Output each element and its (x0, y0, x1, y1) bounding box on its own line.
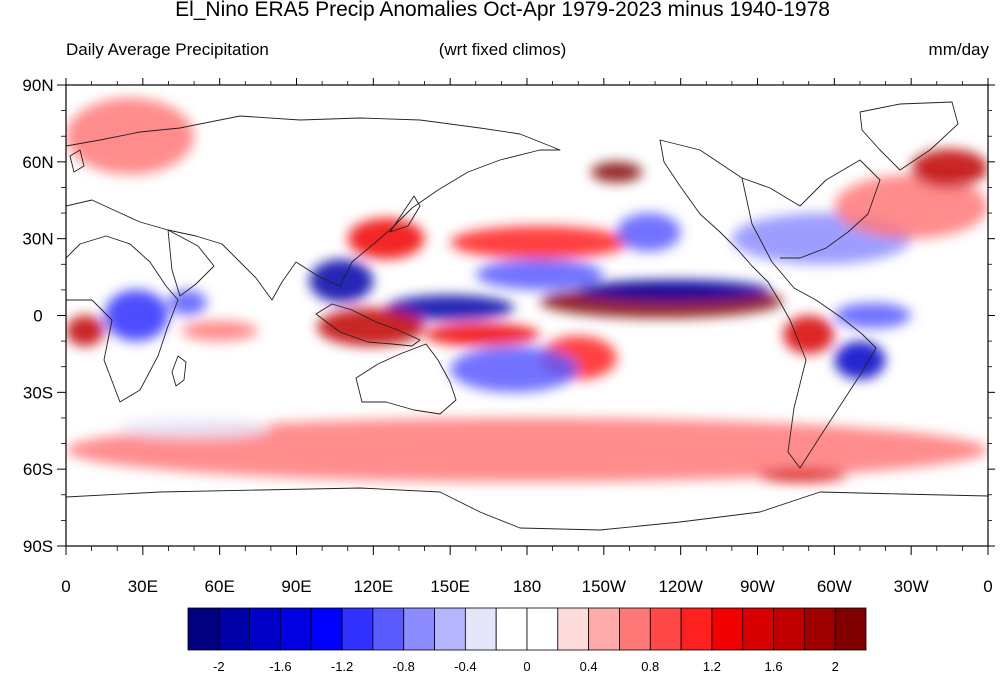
y-tick-label: 90S (23, 537, 53, 556)
coastline-greenland (859, 101, 959, 171)
coastline-eurasia (66, 115, 561, 301)
anomaly-region (616, 213, 681, 252)
chart-title: El_Nino ERA5 Precip Anomalies Oct-Apr 19… (175, 0, 830, 21)
anomaly-region (911, 149, 988, 188)
colorbar-swatch (680, 607, 713, 651)
y-tick-label: 0 (33, 307, 42, 326)
x-tick-label: 120W (658, 577, 702, 596)
x-tick-label: 90W (740, 577, 775, 596)
colorbar-label: 1.2 (703, 659, 721, 674)
y-tick-label: 30N (22, 230, 53, 249)
coastline-north-america-east (741, 159, 881, 259)
coastline-uk (69, 149, 85, 173)
anomaly-region (66, 417, 988, 482)
colorbar-swatch (711, 607, 744, 651)
anomaly-region (66, 315, 105, 347)
x-tick-label: 0 (983, 577, 992, 596)
colorbar-label: 0 (523, 659, 530, 674)
y-tick-label: 60S (23, 460, 53, 479)
y-tick-label: 60N (22, 153, 53, 172)
anomaly-region (450, 346, 579, 393)
colorbar-label: -0.4 (454, 659, 476, 674)
coastline-americas (659, 139, 877, 469)
anomaly-region (424, 323, 540, 347)
colorbar-swatch (187, 607, 220, 651)
colorbar-label: -2 (213, 659, 225, 674)
colorbar-swatch (834, 607, 867, 651)
colorbar-label: -1.2 (331, 659, 353, 674)
colorbar-label: 0.4 (580, 659, 598, 674)
anomaly-region (104, 289, 169, 342)
coastline-arabia (167, 229, 215, 297)
x-tick-label: 60W (817, 577, 852, 596)
anomaly-region (316, 307, 425, 347)
colorbar-label: 2 (832, 659, 839, 674)
colorbar-swatch (557, 607, 590, 651)
anomaly-region (834, 341, 886, 380)
anomaly-region (168, 289, 207, 316)
anomaly-region (181, 320, 259, 342)
chart-units: mm/day (928, 40, 989, 59)
x-tick-label: 120E (353, 577, 393, 596)
coastline-madagascar (171, 355, 187, 387)
y-axis: 90N 60N 30N 0 30S 60S 90S (22, 76, 995, 556)
colorbar-swatch (403, 607, 435, 651)
anomaly-region (591, 161, 643, 183)
colorbar-swatch (803, 607, 836, 651)
x-axis: 0 30E 60E 90E 120E 150E 180 150W 120W 90W 60W 30W 0 (61, 78, 993, 596)
anomaly-regions (66, 97, 988, 482)
chart-subtitle-left: Daily Average Precipitation (66, 40, 269, 59)
colorbar-label: -1.6 (269, 659, 291, 674)
coastline-australia (355, 343, 457, 415)
x-tick-label: 30W (894, 577, 929, 596)
colorbar-swatch (649, 607, 682, 651)
anomaly-region (757, 469, 848, 482)
coastlines (66, 101, 988, 531)
anomaly-region (578, 279, 771, 301)
x-tick-label: 90E (281, 577, 311, 596)
colorbar-swatch (495, 607, 528, 651)
anomaly-region (834, 302, 912, 329)
coastline-africa (66, 235, 179, 403)
colorbar-label: 1.6 (765, 659, 783, 674)
coastline-antarctica (66, 487, 988, 531)
anomaly-region (475, 259, 604, 290)
colorbar-swatch (526, 607, 559, 651)
y-tick-label: 90N (22, 76, 53, 95)
colorbar: -2 -1.6 -1.2 -0.8 -0.4 0 0.4 0.8 1.2 1.6 2 (187, 607, 867, 674)
anomaly-region (450, 225, 630, 260)
colorbar-swatch (619, 607, 651, 651)
colorbar-label: 0.8 (641, 659, 659, 674)
anomaly-region (347, 218, 425, 260)
colorbar-swatch (742, 607, 774, 651)
colorbar-swatch (773, 607, 805, 651)
colorbar-swatch (464, 607, 497, 651)
x-tick-label: 150W (582, 577, 626, 596)
chart-subtitle-center: (wrt fixed climos) (438, 40, 567, 59)
x-tick-label: 150E (430, 577, 470, 596)
colorbar-swatch (249, 607, 281, 651)
x-tick-label: 180 (513, 577, 541, 596)
colorbar-swatch (280, 607, 312, 651)
colorbar-swatch (310, 607, 343, 651)
x-tick-label: 30E (128, 577, 158, 596)
coastline-japan (389, 195, 421, 233)
colorbar-label: -0.8 (393, 659, 415, 674)
anomaly-region (386, 295, 515, 321)
coastline-indonesia (315, 303, 421, 347)
anomaly-region (783, 315, 835, 354)
colorbar-swatch (434, 607, 466, 651)
x-tick-label: 60E (205, 577, 235, 596)
colorbar-swatch (341, 607, 374, 651)
y-tick-label: 30S (23, 383, 53, 402)
colorbar-swatch (218, 607, 251, 651)
anomaly-region (117, 417, 271, 439)
anomaly-region (309, 259, 374, 303)
colorbar-swatch (588, 607, 620, 651)
anomaly-region (66, 97, 195, 175)
x-tick-label: 0 (61, 577, 70, 596)
colorbar-swatch (372, 607, 405, 651)
anomaly-region (834, 174, 988, 239)
